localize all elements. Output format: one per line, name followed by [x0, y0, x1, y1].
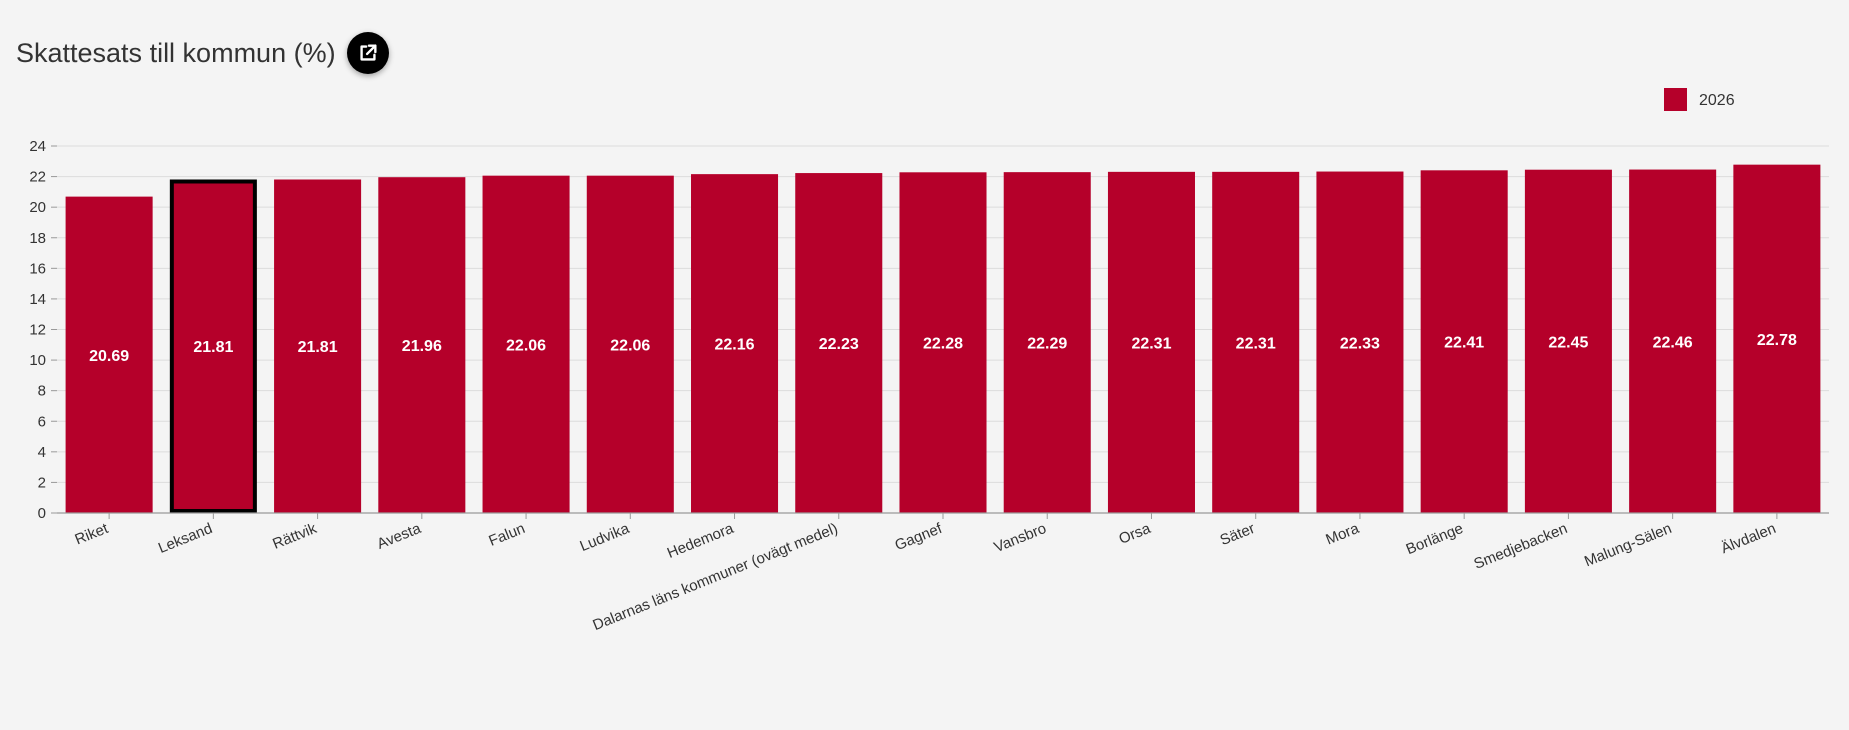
x-tick-label: Gagnef	[892, 520, 945, 555]
x-tick-label: Falun	[486, 520, 527, 550]
bar[interactable]	[274, 179, 362, 513]
y-tick-label: 12	[29, 322, 46, 339]
chart-title: Skattesats till kommun (%)	[16, 37, 336, 68]
bar-value-label: 22.06	[610, 337, 650, 354]
x-tick-label: Rättvik	[270, 520, 319, 553]
open-external-button[interactable]	[346, 32, 389, 74]
x-tick-label: Avesta	[375, 520, 424, 553]
bar-value-label: 22.16	[715, 337, 755, 354]
bar[interactable]	[586, 175, 674, 513]
bar[interactable]	[1003, 172, 1091, 513]
x-tick-label: Smedjebacken	[1472, 520, 1570, 573]
bar[interactable]	[795, 173, 883, 513]
bar[interactable]	[1316, 171, 1404, 513]
y-tick-label: 18	[29, 230, 46, 247]
bar[interactable]	[482, 175, 570, 513]
bar[interactable]	[1420, 170, 1508, 513]
x-tick-label: Malung-Sälen	[1582, 520, 1674, 570]
bar[interactable]	[1524, 169, 1612, 513]
y-tick-label: 0	[38, 505, 46, 522]
bar-value-label: 22.31	[1236, 335, 1276, 352]
legend-label-2026[interactable]: 2026	[1699, 92, 1735, 109]
bar-value-label: 22.29	[1027, 336, 1067, 353]
y-tick-label: 8	[38, 383, 46, 400]
bars: 20.69 21.81 21.81 21.96 22.06 22.06 22.16 22.23…	[65, 164, 1821, 514]
bar-value-label: 22.31	[1131, 335, 1171, 352]
legend-swatch-2026[interactable]	[1664, 88, 1687, 111]
y-tick-label: 22	[29, 169, 46, 186]
bar-value-label: 21.81	[298, 339, 338, 356]
bar[interactable]	[169, 179, 257, 514]
x-tick-label: Vansbro	[992, 520, 1049, 556]
x-tick-label: Älvdalen	[1719, 520, 1779, 557]
x-axis: Riket Leksand Rättvik Avesta Falun Ludvika Hed…	[57, 512, 1829, 634]
y-tick-label: 16	[29, 260, 46, 277]
x-tick-label: Mora	[1323, 520, 1362, 549]
x-tick-label: Hedemora	[665, 520, 737, 562]
bar-value-label: 22.23	[819, 336, 859, 353]
bar[interactable]	[1629, 169, 1717, 513]
bar[interactable]	[1733, 164, 1821, 514]
x-tick-label: Leksand	[156, 520, 215, 557]
y-tick-label: 14	[29, 291, 46, 308]
bar[interactable]	[899, 172, 987, 513]
external-link-icon	[359, 44, 377, 61]
bar[interactable]	[1107, 171, 1195, 514]
bar-value-label: 22.46	[1653, 334, 1693, 351]
x-tick-label: Ludvika	[577, 520, 632, 555]
legend: 2026	[1664, 88, 1735, 111]
y-tick-label: 2	[38, 474, 46, 491]
y-tick-label: 4	[38, 444, 46, 461]
bar-value-label: 22.28	[923, 336, 963, 353]
bar[interactable]	[691, 174, 779, 514]
bar-value-label: 22.06	[506, 337, 546, 354]
bar-value-label: 20.69	[89, 348, 129, 365]
y-tick-label: 24	[29, 138, 46, 155]
bar[interactable]	[378, 177, 466, 513]
x-tick-label: Borlänge	[1404, 520, 1466, 558]
chart-header: Skattesats till kommun (%)	[16, 30, 389, 76]
bar-value-label: 22.45	[1548, 334, 1588, 351]
x-tick-label: Riket	[73, 520, 112, 549]
x-tick-label: Orsa	[1116, 520, 1153, 548]
bar-value-label: 21.96	[402, 338, 442, 355]
bar-value-label: 21.81	[193, 339, 233, 356]
bar[interactable]	[1212, 171, 1300, 514]
y-tick-label: 6	[38, 413, 46, 430]
bar-value-label: 22.33	[1340, 335, 1380, 352]
y-tick-label: 10	[29, 352, 46, 369]
y-tick-label: 20	[29, 199, 46, 216]
bar-value-label: 22.41	[1444, 335, 1484, 352]
bar-value-label: 22.78	[1757, 332, 1797, 349]
bar[interactable]	[65, 196, 153, 513]
x-tick-label: Säter	[1218, 520, 1258, 549]
